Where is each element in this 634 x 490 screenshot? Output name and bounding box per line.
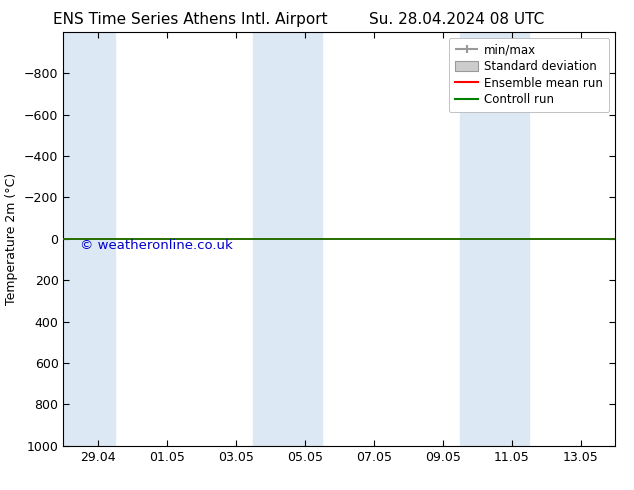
Bar bbox=[253, 32, 322, 446]
Bar bbox=[63, 32, 115, 446]
Y-axis label: Temperature 2m (°C): Temperature 2m (°C) bbox=[6, 173, 18, 305]
Legend: min/max, Standard deviation, Ensemble mean run, Controll run: min/max, Standard deviation, Ensemble me… bbox=[449, 38, 609, 112]
Title: ENS Time Series Athens Intl. Airport    Su. 28.04.2024 08 UTC: ENS Time Series Athens Intl. Airport Su.… bbox=[0, 489, 1, 490]
Bar bbox=[460, 32, 529, 446]
Text: ENS Time Series Athens Intl. Airport: ENS Time Series Athens Intl. Airport bbox=[53, 12, 328, 27]
Text: Su. 28.04.2024 08 UTC: Su. 28.04.2024 08 UTC bbox=[369, 12, 544, 27]
Text: © weatheronline.co.uk: © weatheronline.co.uk bbox=[80, 239, 233, 252]
